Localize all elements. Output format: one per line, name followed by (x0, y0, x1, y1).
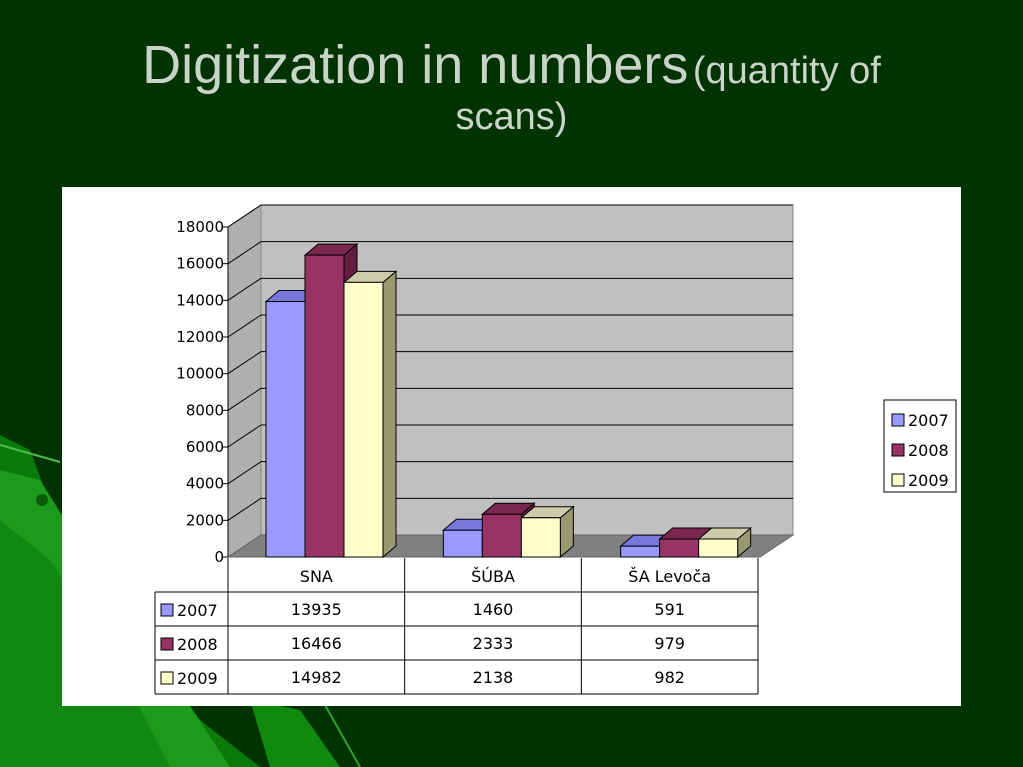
legend-swatch (891, 413, 905, 427)
data-value: 982 (654, 668, 685, 687)
bar (304, 254, 345, 558)
gridline-side (227, 314, 262, 338)
legend-swatch (891, 443, 905, 457)
data-value: 16466 (291, 634, 342, 653)
legend-label: 2009 (908, 471, 949, 490)
bar (698, 538, 739, 558)
table-series-label: 2009 (177, 669, 218, 688)
table-legend-swatch (160, 637, 174, 651)
chart-panel: 0 2000 4000 6000 8000 10000 12000 14000 16000 180… (62, 187, 961, 706)
data-value: 2333 (473, 634, 514, 653)
y-tick-label: 2000 (186, 511, 224, 529)
slide-title: Digitization in numbers (quantity of sca… (0, 38, 1023, 136)
data-value: 13935 (291, 600, 342, 619)
legend-label: 2008 (908, 441, 949, 460)
category-label: SNA (300, 567, 333, 586)
y-tick-label: 18000 (176, 218, 224, 236)
table-series-label: 2007 (177, 601, 218, 620)
table-legend-swatch (160, 671, 174, 685)
gridline-side (227, 461, 262, 485)
category-label: ŠÚBA (471, 567, 515, 586)
bar (442, 529, 483, 558)
legend-swatch (891, 473, 905, 487)
category-label: ŠA Levoča (628, 567, 711, 586)
table-legend-swatch (160, 603, 174, 617)
table-series-label: 2008 (177, 635, 218, 654)
y-tick-label: 10000 (176, 365, 224, 383)
bar (520, 517, 561, 558)
bar (620, 545, 661, 558)
y-tick-label: 16000 (176, 255, 224, 273)
title-subtitle: (quantity of (692, 50, 881, 92)
data-value: 14982 (291, 668, 342, 687)
gridline-side (227, 497, 262, 521)
bar-chart: 0 2000 4000 6000 8000 10000 12000 14000 16000 180… (154, 204, 957, 695)
gridline-side (227, 204, 262, 228)
data-value: 979 (654, 634, 685, 653)
data-value: 591 (654, 600, 685, 619)
gridline-side (227, 387, 262, 411)
bar (343, 281, 384, 558)
data-value: 1460 (473, 600, 514, 619)
y-tick-label: 4000 (186, 475, 224, 493)
title-main: Digitization in numbers (142, 35, 689, 95)
y-tick-label: 12000 (176, 328, 224, 346)
gridline-side (227, 277, 262, 301)
title-subtitle-line2: scans) (455, 96, 568, 138)
gridline-side (227, 351, 262, 375)
gridline-side (227, 424, 262, 448)
bar (265, 301, 306, 558)
legend-label: 2007 (908, 411, 949, 430)
gridline-side (227, 241, 262, 265)
data-value: 2138 (473, 668, 514, 687)
chart-side-wall (227, 204, 262, 558)
y-tick-label: 14000 (176, 291, 224, 309)
y-tick-label: 0 (214, 548, 224, 566)
bar (481, 513, 522, 558)
bar-side (382, 270, 397, 559)
bar (659, 538, 700, 558)
y-tick-label: 6000 (186, 438, 224, 456)
y-tick-label: 8000 (186, 401, 224, 419)
